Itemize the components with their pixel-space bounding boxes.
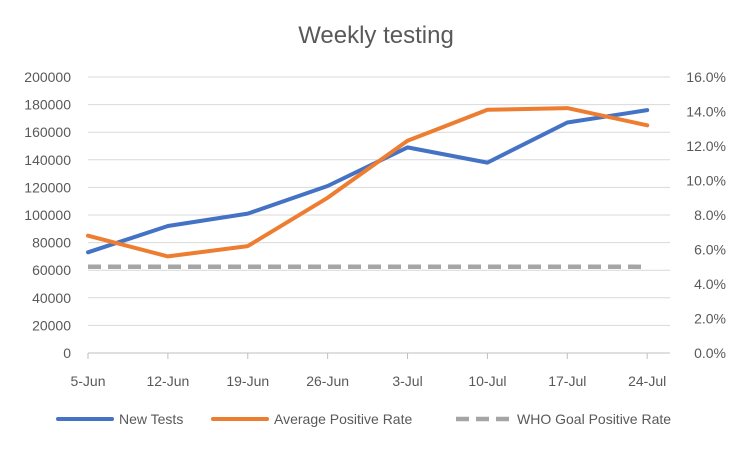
- right-axis-tick-label: 2.0%: [694, 311, 726, 327]
- right-axis-tick-label: 6.0%: [694, 242, 726, 258]
- series-line-average-positive-rate: [86, 106, 650, 259]
- right-axis-tick-label: 12.0%: [686, 138, 726, 154]
- right-axis-tick-label: 10.0%: [686, 173, 726, 189]
- right-axis-tick-label: 0.0%: [694, 345, 726, 361]
- left-axis-tick-label: 180000: [24, 97, 71, 113]
- left-axis-tick-label: 200000: [24, 69, 71, 85]
- legend-label: New Tests: [119, 411, 183, 427]
- series-line-new-tests: [86, 108, 650, 255]
- right-axis-tick-label: 16.0%: [686, 69, 726, 85]
- left-axis-tick-label: 140000: [24, 152, 71, 168]
- left-axis-tick-label: 0: [63, 345, 71, 361]
- x-axis-tick-label: 19-Jun: [226, 373, 269, 389]
- x-axis-tick-label: 26-Jun: [306, 373, 349, 389]
- right-axis-tick-label: 8.0%: [694, 207, 726, 223]
- x-axis-tick-label: 24-Jul: [628, 373, 666, 389]
- legend-label: Average Positive Rate: [274, 411, 412, 427]
- left-axis-tick-label: 120000: [24, 179, 71, 195]
- legend-label: WHO Goal Positive Rate: [517, 411, 671, 427]
- left-axis-tick-label: 60000: [32, 262, 71, 278]
- x-axis-tick-label: 5-Jun: [70, 373, 105, 389]
- left-axis-tick-label: 80000: [32, 235, 71, 251]
- x-axis-tick-label: 12-Jun: [146, 373, 189, 389]
- x-axis-tick-label: 3-Jul: [392, 373, 422, 389]
- x-axis-tick-label: 17-Jul: [548, 373, 586, 389]
- left-axis-tick-label: 160000: [24, 124, 71, 140]
- legend: New Tests Average Positive Rate WHO Goal P…: [56, 411, 671, 427]
- left-axis-tick-label: 100000: [24, 207, 71, 223]
- axes: 0 20000 40000 60000 80000 100000 120000 140000 1…: [24, 69, 726, 389]
- gridlines: [88, 76, 670, 326]
- left-axis-tick-label: 40000: [32, 290, 71, 306]
- right-axis-tick-label: 14.0%: [686, 104, 726, 120]
- x-axis-tick-label: 10-Jul: [468, 373, 506, 389]
- right-axis-tick-label: 4.0%: [694, 276, 726, 292]
- left-axis-tick-label: 20000: [32, 317, 71, 333]
- chart-title: Weekly testing: [298, 22, 454, 49]
- series-group: [86, 106, 650, 270]
